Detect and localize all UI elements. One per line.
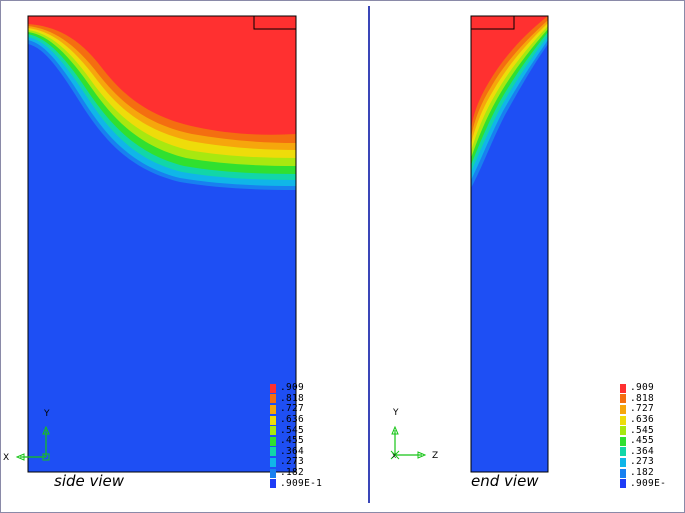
end-view-y-axis-label: Y — [392, 408, 399, 418]
end-view-legend-label: .364 — [630, 445, 655, 457]
side-view-legend-swatch — [270, 426, 276, 436]
end-view-legend-swatch — [620, 436, 626, 446]
side-view-color-legend: .909.818.727.636.545.455.364.273.182.909… — [270, 383, 350, 493]
side-view-legend-label: .182 — [280, 467, 305, 479]
end-view-legend-swatch — [620, 404, 626, 414]
side-view-legend-entry: .909E-1 — [270, 478, 322, 489]
side-view-inset-box — [253, 15, 297, 30]
side-view-legend-entry: .818 — [270, 392, 305, 405]
end-view-legend-entry: .909 — [620, 383, 654, 394]
end-view-legend-swatch — [620, 479, 626, 489]
side-view-y-axis-label: Y — [43, 409, 50, 419]
side-view-legend-label: .909 — [280, 382, 305, 394]
side-view-legend-entry: .636 — [270, 415, 304, 426]
end-view-legend-swatch — [620, 468, 626, 478]
side-view-legend-entry: .273 — [270, 457, 304, 468]
side-view-legend-label: .909E-1 — [280, 477, 323, 489]
side-view-legend-label: .636 — [280, 414, 305, 426]
end-view-z-axis-label: Z — [432, 451, 438, 461]
side-view-legend-entry: .727 — [270, 404, 304, 415]
end-view-color-legend: .909.818.727.636.545.455.364.273.182.909… — [620, 383, 684, 493]
side-view-legend-swatch — [270, 394, 276, 404]
end-view-legend-entry: .364 — [620, 445, 655, 458]
end-view-legend-label: .545 — [630, 424, 655, 436]
end-view-axis-triad: Y Z X — [390, 408, 438, 461]
side-view-legend-label: .364 — [280, 445, 305, 457]
end-view-legend-entry: .455 — [620, 436, 654, 447]
side-view-x-axis-label: X — [3, 453, 9, 463]
end-view-legend-entry: .636 — [620, 415, 654, 426]
side-view-high-region — [28, 16, 296, 135]
side-view-legend-swatch — [270, 468, 276, 478]
view-divider — [368, 6, 370, 503]
end-view-legend-swatch — [620, 426, 626, 436]
end-view-legend-entry: .273 — [620, 457, 654, 468]
end-view-x-axis-label: X — [392, 453, 396, 460]
side-view-legend-label: .455 — [280, 435, 305, 447]
side-view-legend-swatch — [270, 415, 276, 425]
end-view-legend-label: .727 — [630, 403, 655, 415]
end-view-legend-swatch — [620, 447, 626, 457]
end-view-legend-entry: .909E- — [620, 478, 666, 489]
side-view-axis-triad: Y X — [3, 409, 50, 463]
side-view-legend-swatch — [270, 436, 276, 446]
side-view-legend-entry: .364 — [270, 445, 305, 458]
side-view-legend-entry: .182 — [270, 468, 304, 479]
end-view-legend-label: .455 — [630, 435, 655, 447]
side-view-legend-swatch — [270, 447, 276, 457]
end-view-legend-swatch — [620, 457, 626, 467]
side-view-legend-entry: .545 — [270, 425, 304, 436]
end-view-legend-swatch — [620, 415, 626, 425]
side-view-legend-label: .545 — [280, 424, 305, 436]
side-view-legend-swatch — [270, 383, 276, 393]
end-view-legend-label: .636 — [630, 414, 655, 426]
end-view-legend-swatch — [620, 394, 626, 404]
side-view-legend-swatch — [270, 457, 276, 467]
end-view-legend-label: .182 — [630, 467, 655, 479]
end-view-legend-entry: .545 — [620, 425, 654, 436]
end-view-legend-entry: .818 — [620, 392, 655, 405]
side-view-contour-plot — [27, 15, 297, 473]
side-view-legend-label: .727 — [280, 403, 305, 415]
side-view-caption: side view — [54, 472, 125, 490]
end-view-inset-box — [470, 15, 515, 30]
end-view-caption: end view — [471, 472, 539, 490]
side-view-legend-entry: .909 — [270, 383, 304, 394]
end-view-legend-entry: .727 — [620, 404, 654, 415]
side-view-legend-entry: .455 — [270, 436, 304, 447]
side-view-legend-swatch — [270, 479, 276, 489]
end-view-legend-label: .909 — [630, 382, 655, 394]
end-view-legend-label: .909E- — [630, 477, 667, 489]
side-view-legend-swatch — [270, 404, 276, 414]
end-view-legend-label: .818 — [630, 392, 655, 404]
end-view-legend-swatch — [620, 383, 626, 393]
end-view-high-region — [471, 16, 548, 132]
side-view-legend-label: .818 — [280, 392, 305, 404]
side-view-legend-label: .273 — [280, 456, 305, 468]
end-view-legend-entry: .182 — [620, 468, 654, 479]
end-view-legend-label: .273 — [630, 456, 655, 468]
